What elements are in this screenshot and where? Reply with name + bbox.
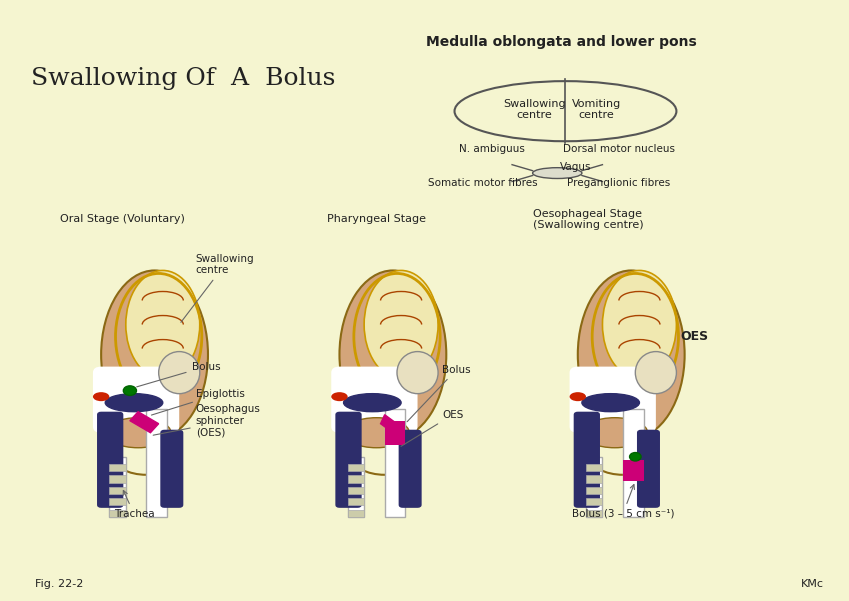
- Text: Swallowing
centre: Swallowing centre: [181, 254, 254, 322]
- FancyBboxPatch shape: [574, 412, 600, 508]
- Ellipse shape: [635, 352, 677, 394]
- Ellipse shape: [105, 394, 163, 412]
- Ellipse shape: [344, 418, 409, 448]
- Bar: [110, 457, 126, 517]
- Ellipse shape: [340, 270, 447, 439]
- Text: Epiglottis: Epiglottis: [151, 389, 245, 415]
- Text: KMc: KMc: [801, 579, 824, 589]
- Text: Swallowing
centre: Swallowing centre: [503, 99, 565, 120]
- Text: Trachea: Trachea: [114, 490, 155, 519]
- Ellipse shape: [582, 394, 639, 412]
- FancyBboxPatch shape: [97, 412, 123, 508]
- Ellipse shape: [331, 392, 348, 401]
- FancyBboxPatch shape: [93, 367, 179, 433]
- Ellipse shape: [101, 270, 208, 439]
- Text: Pharyngeal Stage: Pharyngeal Stage: [327, 215, 426, 224]
- Ellipse shape: [93, 392, 110, 401]
- Bar: [348, 464, 364, 471]
- Ellipse shape: [532, 168, 582, 178]
- Ellipse shape: [344, 394, 401, 412]
- Bar: [623, 409, 644, 517]
- Bar: [586, 457, 603, 517]
- Text: Vagus: Vagus: [559, 162, 591, 172]
- Bar: [348, 498, 364, 505]
- Ellipse shape: [397, 352, 438, 394]
- Bar: [385, 409, 405, 517]
- FancyBboxPatch shape: [335, 412, 362, 508]
- Bar: [110, 464, 126, 471]
- Text: OES: OES: [401, 410, 464, 447]
- Bar: [348, 475, 364, 483]
- FancyBboxPatch shape: [399, 430, 422, 508]
- Text: Bolus: Bolus: [137, 362, 220, 387]
- Bar: [586, 510, 603, 517]
- Text: Oesophageal Stage
(Swallowing centre): Oesophageal Stage (Swallowing centre): [532, 209, 644, 230]
- Ellipse shape: [578, 270, 684, 439]
- Circle shape: [123, 386, 137, 395]
- Text: Bolus: Bolus: [408, 365, 471, 422]
- Circle shape: [630, 453, 641, 461]
- Text: Vomiting
centre: Vomiting centre: [572, 99, 621, 120]
- Bar: [623, 460, 644, 481]
- Bar: [110, 498, 126, 505]
- FancyBboxPatch shape: [331, 367, 418, 433]
- Text: Medulla oblongata and lower pons: Medulla oblongata and lower pons: [426, 35, 697, 49]
- FancyBboxPatch shape: [637, 430, 660, 508]
- Text: Dorsal motor nucleus: Dorsal motor nucleus: [563, 144, 675, 154]
- Bar: [110, 487, 126, 494]
- Text: Preganglionic fibres: Preganglionic fibres: [567, 178, 671, 188]
- Text: Oral Stage (Voluntary): Oral Stage (Voluntary): [60, 215, 185, 224]
- Text: Swallowing Of  A  Bolus: Swallowing Of A Bolus: [31, 67, 335, 90]
- Polygon shape: [380, 415, 401, 436]
- Ellipse shape: [364, 270, 438, 379]
- Text: N. ambiguus: N. ambiguus: [458, 144, 525, 154]
- Text: OES: OES: [681, 329, 709, 343]
- FancyBboxPatch shape: [160, 430, 183, 508]
- Bar: [385, 421, 405, 445]
- Ellipse shape: [570, 392, 586, 401]
- Ellipse shape: [105, 418, 171, 448]
- Bar: [348, 457, 364, 517]
- Bar: [146, 409, 167, 517]
- Ellipse shape: [582, 418, 648, 448]
- Ellipse shape: [126, 270, 200, 379]
- FancyBboxPatch shape: [570, 367, 656, 433]
- Bar: [586, 487, 603, 494]
- Ellipse shape: [603, 270, 677, 379]
- Bar: [110, 510, 126, 517]
- Bar: [586, 498, 603, 505]
- Bar: [110, 475, 126, 483]
- FancyBboxPatch shape: [23, 0, 849, 601]
- Polygon shape: [130, 412, 159, 433]
- Ellipse shape: [159, 352, 200, 394]
- Text: Oesophagus
sphincter
(OES): Oesophagus sphincter (OES): [153, 404, 261, 438]
- Bar: [586, 464, 603, 471]
- Bar: [586, 475, 603, 483]
- Text: Somatic motor fibres: Somatic motor fibres: [429, 178, 538, 188]
- Bar: [348, 510, 364, 517]
- Bar: [348, 487, 364, 494]
- Text: Bolus (3 – 5 cm s⁻¹): Bolus (3 – 5 cm s⁻¹): [571, 484, 674, 519]
- Text: Fig. 22-2: Fig. 22-2: [36, 579, 84, 589]
